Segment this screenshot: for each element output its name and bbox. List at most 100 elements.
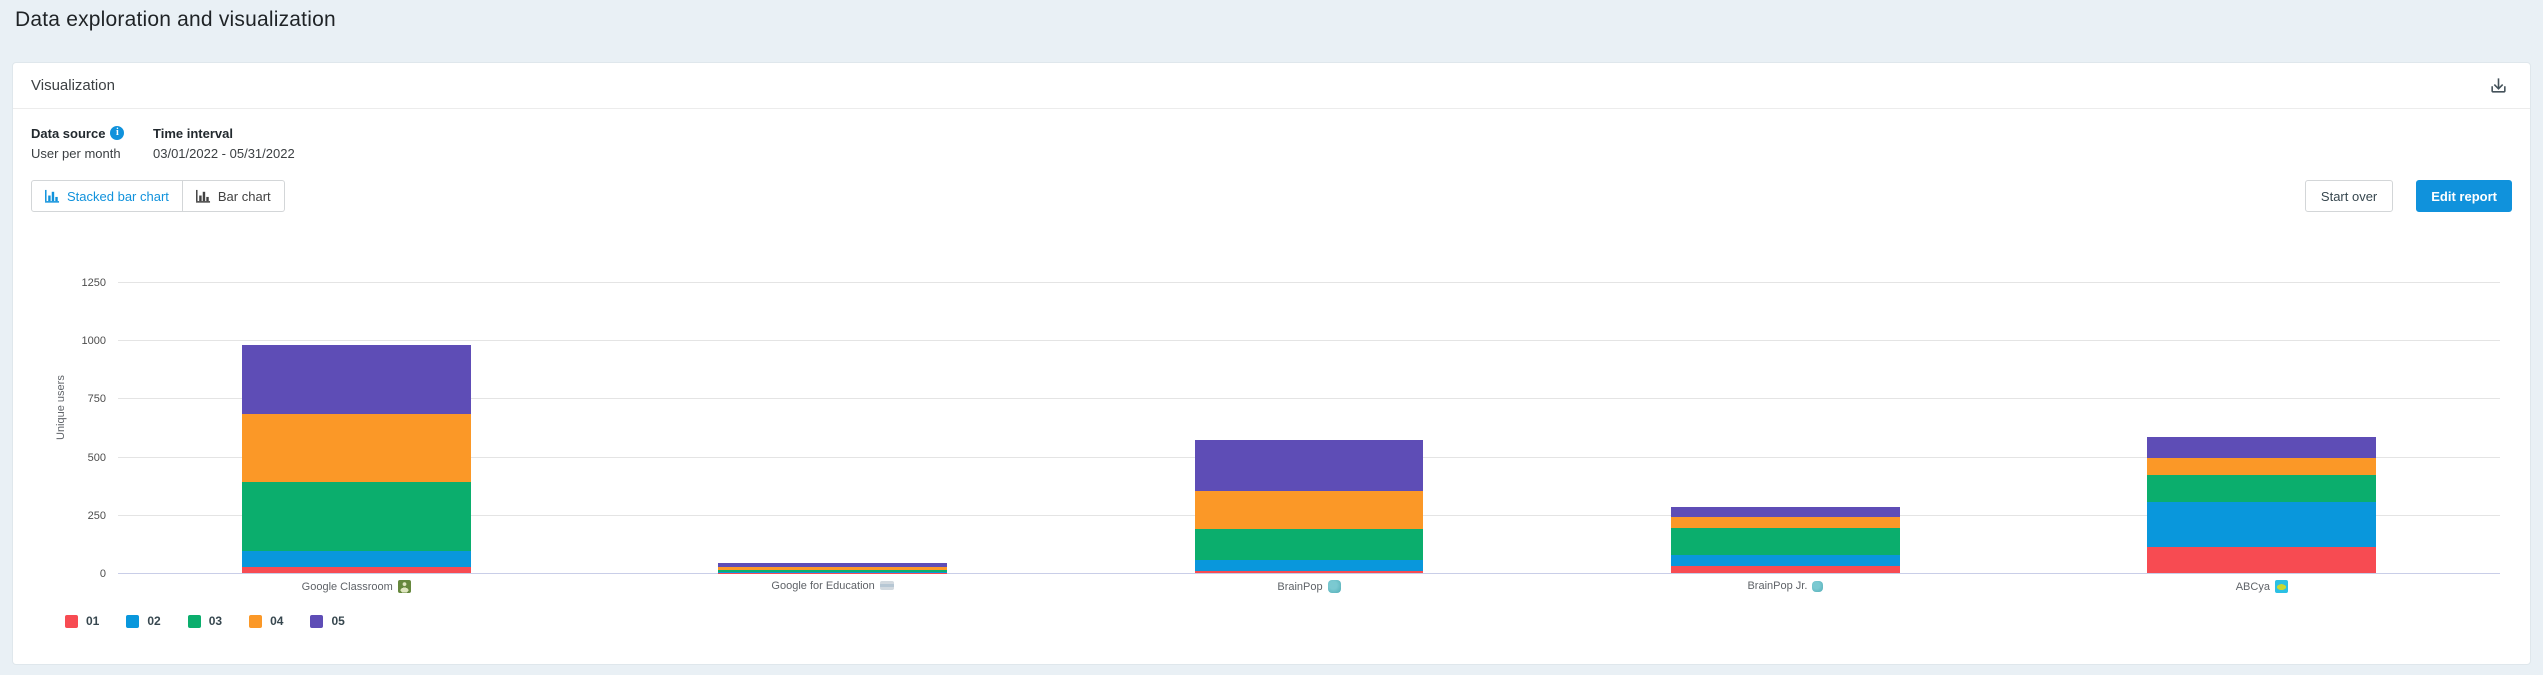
gridline	[118, 340, 2500, 342]
x-label-text: BrainPop Jr.	[1747, 580, 1808, 592]
x-label-text: ABCya	[2235, 581, 2270, 593]
abcya-icon	[2274, 580, 2288, 593]
legend-label: 04	[270, 614, 284, 628]
panel-header: Visualization	[13, 63, 2530, 109]
category-slot-brainpop	[1071, 241, 1547, 574]
x-axis-line	[118, 573, 2500, 574]
legend-item-05[interactable]: 05	[310, 614, 345, 628]
bar-slots	[118, 241, 2500, 574]
bar-segment-05-abcya[interactable]	[2147, 436, 2377, 459]
google-for-education-icon	[879, 581, 894, 590]
controls-row: Stacked bar chart Bar chart Start over E…	[13, 161, 2530, 212]
y-tick-label: 500	[87, 451, 106, 464]
legend-swatch-icon	[187, 614, 201, 628]
category-slot-google-for-education	[594, 241, 1070, 574]
legend-label: 01	[86, 614, 100, 628]
bar-segment-02-google-classroom[interactable]	[241, 550, 471, 568]
bar-chart-button[interactable]: Bar chart	[182, 180, 285, 212]
stacked-bar-chart-button[interactable]: Stacked bar chart	[31, 180, 183, 212]
y-tick-label: 1250	[81, 277, 106, 289]
start-over-button[interactable]: Start over	[2304, 180, 2394, 212]
action-buttons: Start over Edit report	[2304, 180, 2512, 212]
bar-chart-label: Bar chart	[217, 188, 271, 204]
legend-label: 03	[208, 614, 223, 628]
bar-segment-01-brainpop[interactable]	[1194, 570, 1424, 573]
bar-abcya[interactable]	[2147, 436, 2377, 573]
bar-google-classroom[interactable]	[241, 344, 471, 573]
bar-segment-02-brainpop-jr[interactable]	[1671, 554, 1900, 567]
bar-segment-05-google-classroom[interactable]	[241, 344, 471, 414]
meta-row: Data source i User per month Time interv…	[13, 109, 2530, 162]
bar-google-for-education[interactable]	[718, 563, 947, 573]
bar-segment-01-google-classroom[interactable]	[241, 567, 471, 573]
panel-header-title: Visualization	[31, 77, 115, 94]
legend-swatch-icon	[65, 614, 78, 628]
bar-segment-03-google-classroom[interactable]	[241, 482, 471, 551]
stacked-bar-chart: Unique users 0 250 500 750 1000 1250 Google C…	[43, 241, 2500, 628]
category-slot-brainpop-jr	[1547, 241, 2023, 574]
bar-segment-05-brainpop-jr[interactable]	[1671, 506, 1900, 517]
y-tick-label: 0	[99, 568, 106, 580]
bar-brainpop-jr[interactable]	[1671, 506, 1900, 573]
y-axis-label: Unique users	[55, 375, 67, 440]
y-tick-label: 1000	[81, 335, 106, 348]
google-classroom-icon	[397, 580, 411, 593]
x-label-text: Google for Education	[771, 580, 875, 592]
data-source-label-text: Data source	[31, 125, 106, 141]
visualization-panel: Visualization Data source i User per mon…	[12, 62, 2531, 665]
legend-item-03[interactable]: 03	[187, 614, 223, 628]
plot-area: Unique users 0 250 500 750 1000 1250	[55, 241, 2500, 580]
bar-segment-04-google-classroom[interactable]	[241, 413, 471, 483]
legend-item-01[interactable]: 01	[65, 614, 99, 628]
data-source-value: User per month	[31, 146, 121, 161]
x-label-text: Google Classroom	[301, 581, 393, 593]
data-source-label: Data source i	[31, 125, 131, 141]
gridline	[118, 398, 2500, 400]
download-button[interactable]	[2489, 76, 2508, 95]
brainpop-icon	[1327, 580, 1341, 593]
bar-segment-04-brainpop-jr[interactable]	[1671, 516, 1900, 528]
chart-legend: 01 02 03 04 05	[65, 614, 2500, 628]
time-interval-block: Time interval 03/01/2022 - 05/31/2022	[153, 125, 295, 162]
bar-segment-02-abcya[interactable]	[2147, 502, 2377, 548]
legend-label: 02	[147, 614, 161, 628]
stacked-bar-chart-icon	[45, 189, 60, 203]
legend-swatch-icon	[310, 614, 324, 628]
legend-item-04[interactable]: 04	[249, 614, 283, 628]
y-tick-label: 750	[87, 393, 106, 406]
edit-report-button[interactable]: Edit report	[2416, 180, 2512, 212]
x-label-text: BrainPop	[1277, 581, 1323, 593]
bar-segment-05-google-for-education[interactable]	[718, 563, 947, 568]
page-title: Data exploration and visualization	[15, 8, 336, 31]
time-interval-label: Time interval	[153, 125, 233, 141]
bar-segment-03-brainpop-jr[interactable]	[1671, 527, 1900, 555]
download-icon	[2489, 76, 2508, 95]
x-label-google-for-education: Google for Education	[594, 580, 1070, 593]
category-slot-google-classroom	[118, 241, 594, 574]
legend-item-02[interactable]: 02	[126, 614, 161, 628]
bar-segment-05-brainpop[interactable]	[1194, 439, 1424, 491]
bar-segment-02-brainpop[interactable]	[1194, 560, 1424, 571]
bar-segment-01-abcya[interactable]	[2147, 547, 2377, 573]
bar-chart-icon	[195, 189, 210, 203]
bar-segment-02-google-for-education[interactable]	[718, 571, 947, 573]
category-slot-abcya	[2024, 241, 2500, 574]
x-label-google-classroom: Google Classroom	[118, 580, 594, 593]
bar-segment-03-abcya[interactable]	[2147, 475, 2377, 503]
bar-segment-03-google-for-education[interactable]	[718, 570, 947, 572]
time-interval-value: 03/01/2022 - 05/31/2022	[153, 146, 295, 161]
brainpop-jr-icon	[1812, 581, 1824, 592]
bar-segment-03-brainpop[interactable]	[1194, 529, 1424, 561]
gridline	[118, 282, 2500, 283]
legend-swatch-icon	[249, 614, 263, 628]
bar-brainpop[interactable]	[1194, 439, 1424, 573]
bar-segment-04-abcya[interactable]	[2147, 458, 2377, 476]
bar-segment-04-brainpop[interactable]	[1194, 490, 1424, 530]
bar-segment-04-google-for-education[interactable]	[718, 567, 947, 571]
legend-label: 05	[331, 614, 345, 628]
y-tick-label: 250	[87, 509, 106, 522]
bar-segment-01-brainpop-jr[interactable]	[1671, 566, 1900, 573]
data-source-block: Data source i User per month	[31, 125, 131, 161]
x-label-abcya: ABCya	[2024, 580, 2500, 593]
info-icon[interactable]: i	[110, 126, 125, 140]
